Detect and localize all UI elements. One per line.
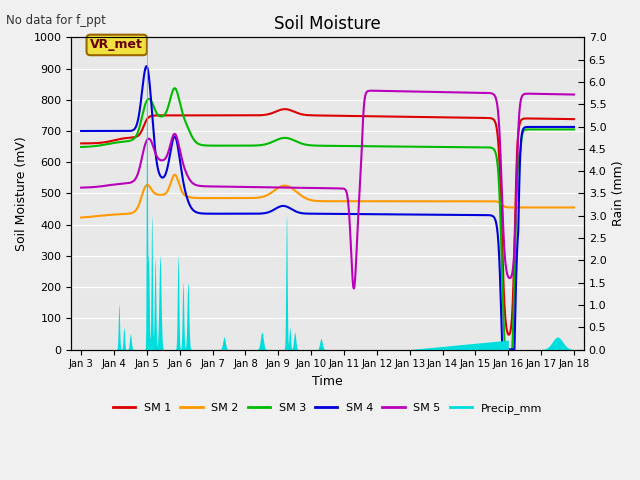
Y-axis label: Rain (mm): Rain (mm) [612, 161, 625, 226]
X-axis label: Time: Time [312, 375, 343, 388]
Legend: SM 1, SM 2, SM 3, SM 4, SM 5, Precip_mm: SM 1, SM 2, SM 3, SM 4, SM 5, Precip_mm [109, 399, 547, 419]
Text: No data for f_ppt: No data for f_ppt [6, 14, 106, 27]
Text: VR_met: VR_met [90, 38, 143, 51]
Title: Soil Moisture: Soil Moisture [274, 15, 381, 33]
Y-axis label: Soil Moisture (mV): Soil Moisture (mV) [15, 136, 28, 251]
